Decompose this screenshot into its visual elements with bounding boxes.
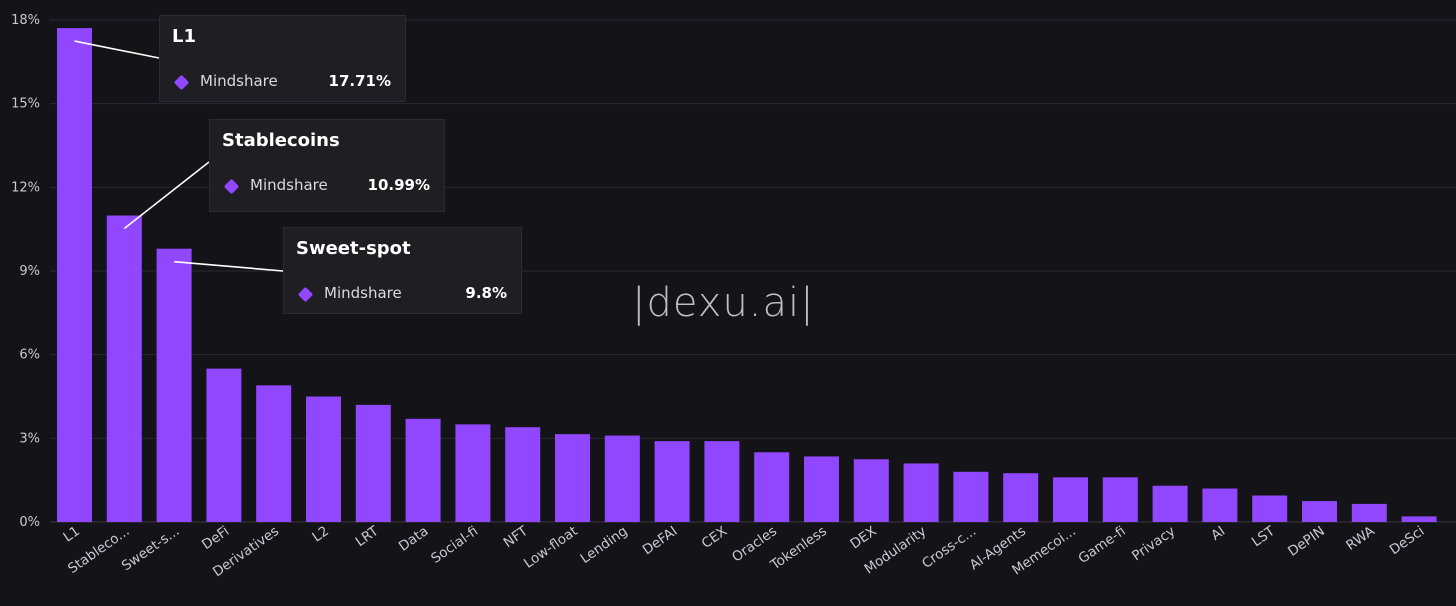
y-tick-label: 15% — [11, 97, 40, 112]
diamond-icon — [173, 74, 190, 91]
bar-sweet-s-[interactable] — [156, 248, 192, 522]
tooltip-stablecoins: Stablecoins Mindshare 10.99% — [209, 119, 445, 212]
x-tick-label: CEX — [699, 523, 730, 552]
y-tick-label: 9% — [19, 264, 40, 279]
tooltip-series-label: Mindshare — [200, 72, 278, 90]
tooltip-value: 10.99% — [367, 176, 430, 194]
bar-memecoi-[interactable] — [1053, 477, 1088, 522]
bar-ai-agents[interactable] — [1003, 473, 1039, 522]
tooltip-value: 9.8% — [465, 284, 507, 302]
tooltip-value: 17.71% — [328, 72, 391, 90]
bar-lrt[interactable] — [355, 404, 391, 522]
x-tick-label: Low-float — [521, 523, 581, 572]
bar-oracles[interactable] — [754, 452, 790, 522]
bar-dex[interactable] — [853, 459, 889, 522]
tooltip-sweet-spot: Sweet-spot Mindshare 9.8% — [283, 227, 522, 314]
bar-lst[interactable] — [1252, 495, 1288, 522]
x-tick-label: AI — [1208, 523, 1228, 544]
bar-modularity[interactable] — [903, 463, 939, 522]
x-tick-label: LRT — [353, 523, 383, 550]
bar-low-float[interactable] — [555, 434, 590, 522]
bar-cross-c-[interactable] — [953, 471, 989, 522]
bar-l1[interactable] — [57, 28, 92, 523]
x-tick-label: DeFi — [199, 523, 232, 553]
tooltip-leader-lines — [74, 40, 284, 272]
y-tick-label: 0% — [19, 515, 40, 530]
bar-data[interactable] — [405, 418, 441, 522]
bar-ai[interactable] — [1202, 488, 1238, 522]
tooltip-leader-line — [174, 260, 284, 272]
tooltip-title: Stablecoins — [222, 130, 340, 151]
bar-defi[interactable] — [206, 368, 242, 522]
tooltip-leader-line — [123, 161, 210, 230]
bar-l2[interactable] — [306, 396, 341, 523]
y-tick-label: 3% — [19, 431, 40, 446]
bar-rwa[interactable] — [1351, 503, 1387, 522]
x-tick-label: Game-fi — [1076, 523, 1129, 567]
y-tick-label: 12% — [11, 180, 40, 195]
x-tick-label: RWA — [1343, 523, 1378, 554]
watermark-logo: |dexu.ai| — [632, 280, 815, 326]
x-tick-label: LST — [1249, 523, 1279, 550]
diamond-icon — [297, 286, 314, 303]
x-tick-label: L1 — [60, 523, 82, 545]
y-tick-label: 18% — [11, 13, 40, 28]
bar-desci[interactable] — [1401, 516, 1437, 522]
bar-depin[interactable] — [1302, 501, 1337, 522]
y-axis-ticks: 0% 3% 6% 9% 12% 15% 18% — [11, 13, 40, 530]
x-tick-label: Data — [396, 523, 432, 555]
bar-stableco-[interactable] — [106, 215, 142, 523]
tooltip-title: L1 — [172, 26, 196, 47]
bar-social-fi[interactable] — [455, 424, 491, 522]
x-tick-label: DePIN — [1285, 523, 1328, 560]
x-tick-label: Lending — [578, 523, 631, 567]
x-tick-label: Social-fi — [428, 523, 481, 567]
tooltip-leader-line — [74, 40, 160, 59]
bar-derivatives[interactable] — [256, 385, 292, 522]
diamond-icon — [223, 178, 240, 195]
bar-tokenless[interactable] — [804, 456, 839, 522]
bar-nft[interactable] — [505, 427, 541, 522]
tooltip-series-label: Mindshare — [324, 284, 402, 302]
y-tick-label: 6% — [19, 348, 40, 363]
x-tick-label: DEX — [847, 523, 879, 552]
tooltip-l1: L1 Mindshare 17.71% — [159, 15, 406, 102]
tooltip-series-label: Mindshare — [250, 176, 328, 194]
x-tick-label: NFT — [501, 523, 532, 551]
bar-defai[interactable] — [654, 441, 690, 522]
bars — [57, 28, 1437, 523]
bar-lending[interactable] — [604, 435, 640, 522]
x-tick-label: Tokenless — [767, 523, 830, 574]
x-tick-label: Privacy — [1129, 523, 1178, 564]
bar-cex[interactable] — [704, 441, 740, 522]
x-tick-label: DeFAI — [640, 523, 681, 558]
bar-privacy[interactable] — [1152, 485, 1188, 522]
x-tick-label: L2 — [309, 523, 331, 545]
tooltip-title: Sweet-spot — [296, 238, 411, 259]
bar-game-fi[interactable] — [1102, 477, 1138, 522]
x-tick-label: DeSci — [1387, 523, 1428, 558]
